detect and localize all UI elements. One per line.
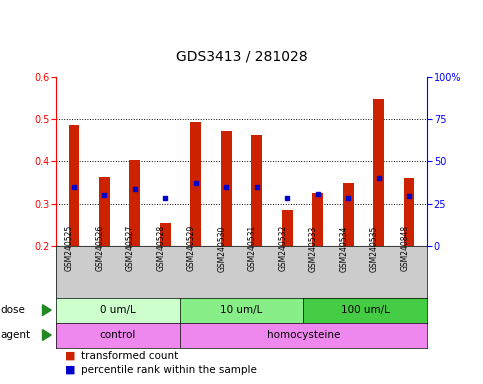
Text: GSM240528: GSM240528 — [156, 225, 165, 271]
Text: 0 um/L: 0 um/L — [99, 305, 135, 315]
Text: GSM240532: GSM240532 — [278, 225, 287, 271]
Text: GSM240529: GSM240529 — [187, 225, 196, 271]
Text: GSM240530: GSM240530 — [217, 225, 226, 271]
Bar — [221, 131, 231, 246]
Text: GDS3413 / 281028: GDS3413 / 281028 — [176, 50, 307, 63]
Text: percentile rank within the sample: percentile rank within the sample — [81, 365, 256, 375]
Bar — [343, 183, 354, 246]
Text: GSM240525: GSM240525 — [65, 225, 74, 271]
Bar — [303, 298, 427, 323]
Text: GSM240527: GSM240527 — [126, 225, 135, 271]
Bar — [282, 210, 293, 246]
Text: GSM240531: GSM240531 — [248, 225, 257, 271]
Text: GSM240534: GSM240534 — [339, 225, 348, 271]
Text: dose: dose — [0, 305, 25, 315]
Text: GSM240533: GSM240533 — [309, 225, 318, 271]
Bar — [99, 177, 110, 246]
Text: 100 um/L: 100 um/L — [341, 305, 390, 315]
Text: GSM240535: GSM240535 — [369, 225, 379, 271]
Text: GSM240526: GSM240526 — [95, 225, 104, 271]
Bar — [190, 122, 201, 246]
Bar — [69, 125, 79, 246]
Text: control: control — [99, 330, 136, 340]
Text: transformed count: transformed count — [81, 351, 178, 361]
Bar — [252, 135, 262, 246]
Bar — [129, 160, 140, 246]
Bar — [373, 99, 384, 246]
Bar — [160, 223, 170, 246]
Bar — [56, 298, 180, 323]
Text: ■: ■ — [65, 351, 76, 361]
Text: 10 um/L: 10 um/L — [220, 305, 263, 315]
Text: ■: ■ — [65, 365, 76, 375]
Text: agent: agent — [0, 330, 30, 340]
Bar — [313, 193, 323, 246]
Bar — [180, 298, 303, 323]
Text: GSM240848: GSM240848 — [400, 225, 409, 271]
Text: homocysteine: homocysteine — [267, 330, 340, 340]
Bar — [404, 178, 414, 246]
